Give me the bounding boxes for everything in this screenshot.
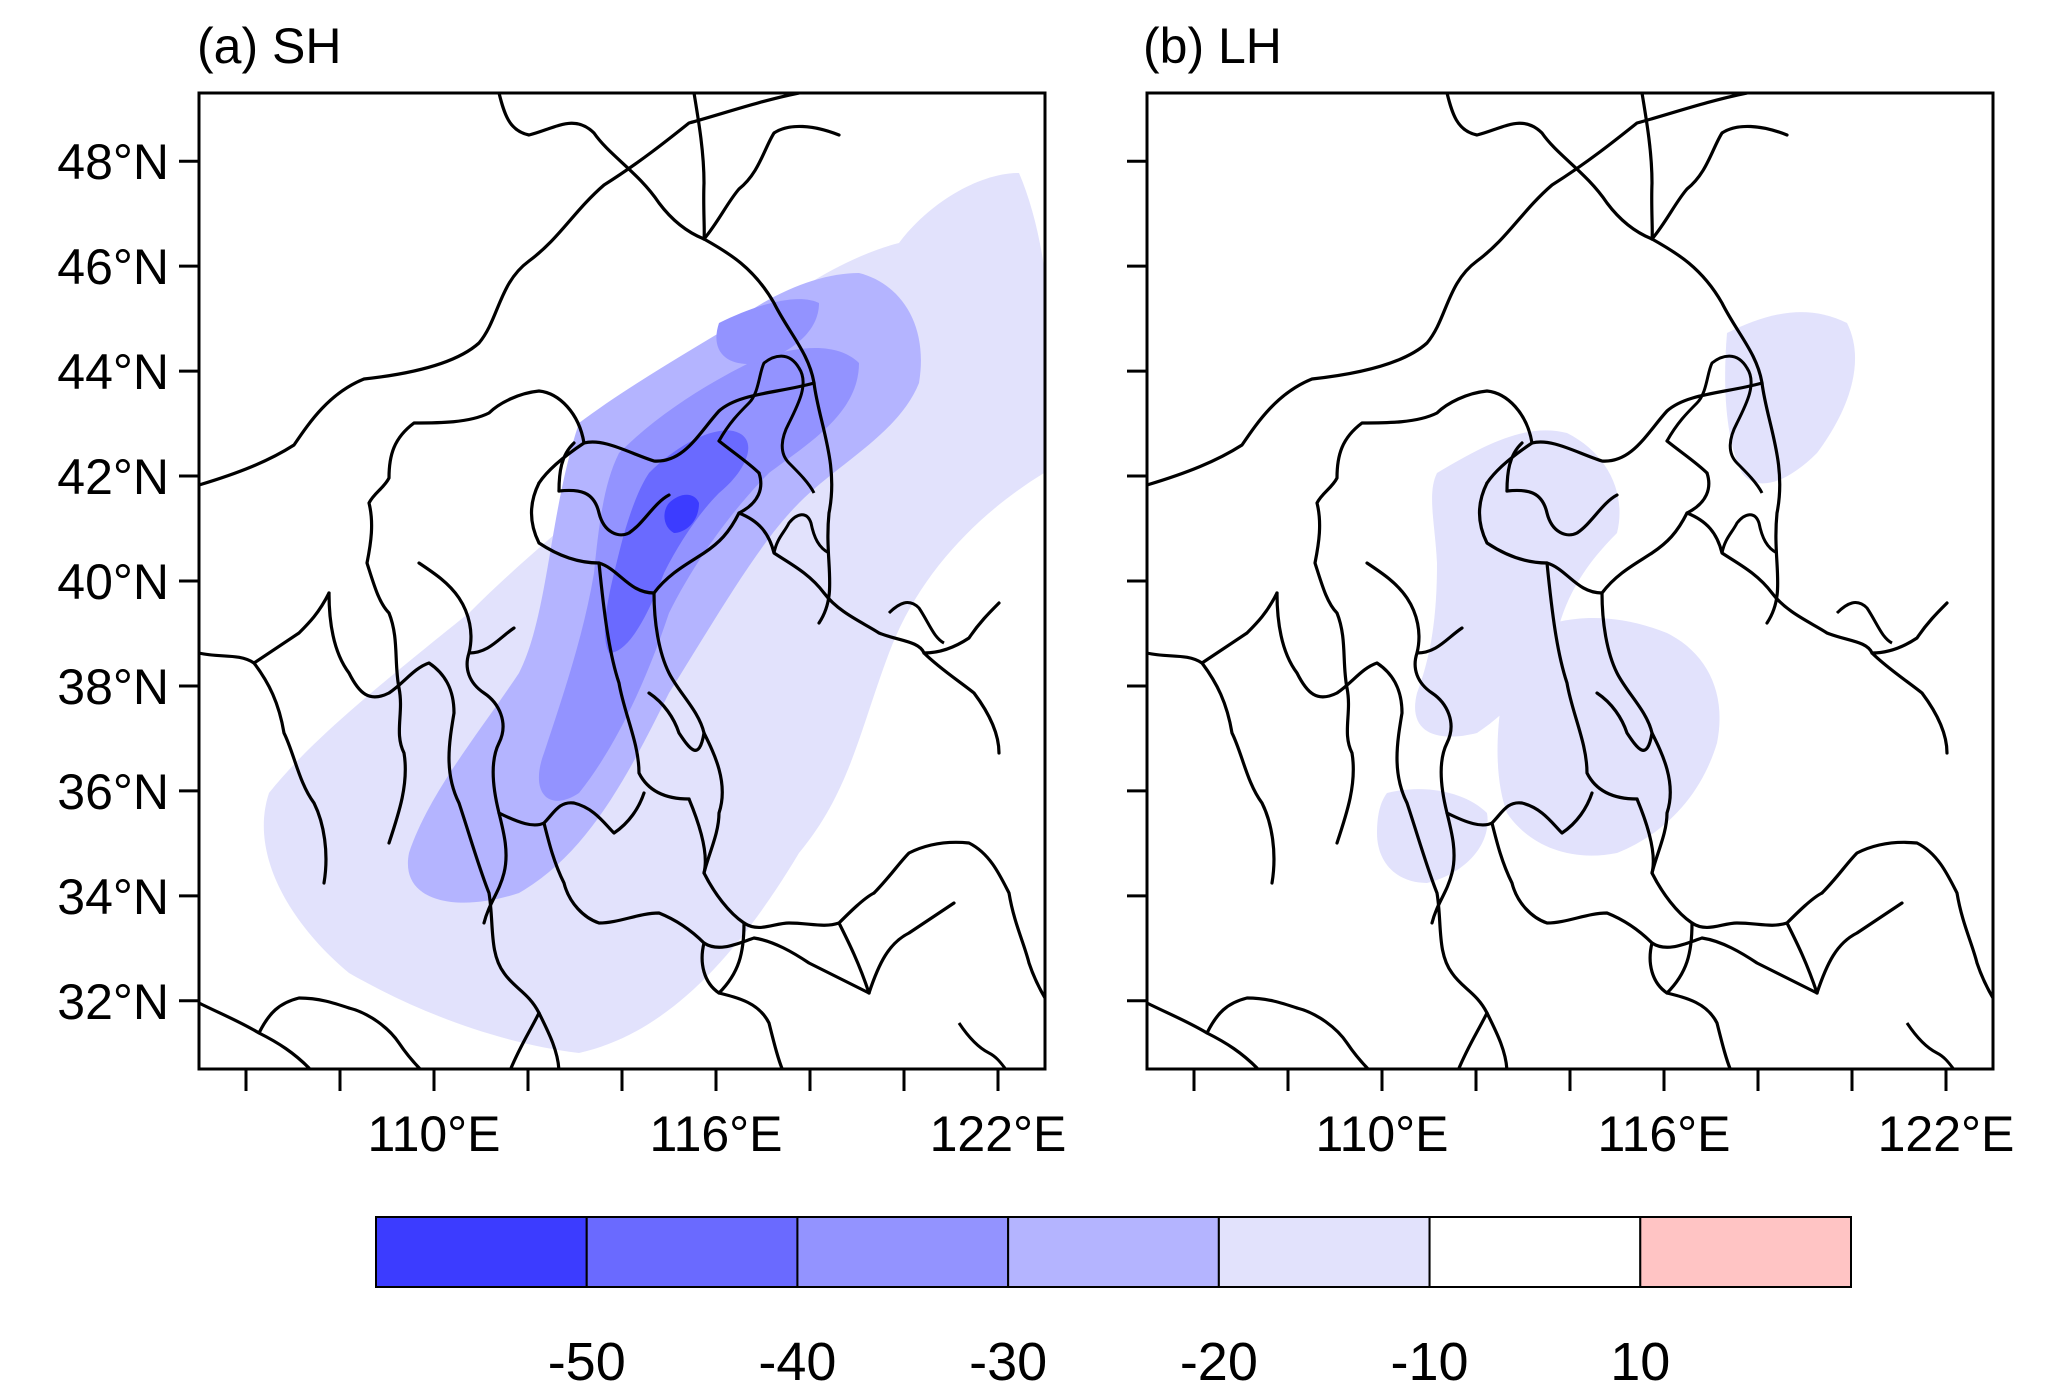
colorbar-box bbox=[585, 1216, 799, 1288]
panel-b-map-area bbox=[1147, 93, 1993, 1069]
colorbar-box bbox=[1428, 1216, 1642, 1288]
lat-tick-label: 32°N bbox=[57, 974, 169, 1030]
colorbar-label: -30 bbox=[969, 1332, 1047, 1392]
panel-a-map-area bbox=[199, 93, 1045, 1069]
panel-a-longitude-axis: 110°E 116°E 122°E bbox=[244, 1069, 1067, 1162]
lat-tick-label: 42°N bbox=[57, 449, 169, 505]
lat-tick-label: 38°N bbox=[57, 659, 169, 715]
panel-sh: (a) SH 48°N 46°N 44°N 42°N 40°N 38°N 36°N 34°N 3… bbox=[57, 18, 1067, 1162]
colorbar-label: -50 bbox=[548, 1332, 626, 1392]
panel-b-latitude-axis bbox=[1127, 159, 1147, 1003]
colorbar-label: 10 bbox=[1610, 1332, 1670, 1392]
colorbar-box bbox=[1007, 1216, 1220, 1288]
colorbar-box bbox=[1217, 1216, 1431, 1288]
panel-b-title: (b) LH bbox=[1143, 18, 1282, 74]
panel-lh: (b) LH 110°E 116°E 122°E bbox=[1127, 18, 2015, 1162]
panel-a-latitude-axis: 48°N 46°N 44°N 42°N 40°N 38°N 36°N 34°N 32°N bbox=[57, 134, 199, 1030]
lat-tick-label: 36°N bbox=[57, 764, 169, 820]
lat-tick-label: 34°N bbox=[57, 869, 169, 925]
lat-tick-label: 48°N bbox=[57, 134, 169, 190]
colorbar-box bbox=[1639, 1216, 1853, 1288]
colorbar-boxes bbox=[375, 1216, 1853, 1288]
colorbar-label: -40 bbox=[758, 1332, 836, 1392]
panel-b-longitude-axis: 110°E 116°E 122°E bbox=[1192, 1069, 2015, 1162]
lat-tick-label: 40°N bbox=[57, 554, 169, 610]
colorbar-label: -10 bbox=[1391, 1332, 1469, 1392]
lon-tick-label: 110°E bbox=[367, 1106, 500, 1162]
colorbar-label: -20 bbox=[1180, 1332, 1258, 1392]
lon-tick-label: 122°E bbox=[930, 1106, 1067, 1162]
lh-field-shading bbox=[1377, 312, 1856, 883]
lon-tick-label: 122°E bbox=[1878, 1106, 2015, 1162]
lon-tick-label: 116°E bbox=[1597, 1106, 1730, 1162]
colorbar: -50 -40 -30 -20 -10 10 bbox=[375, 1216, 1853, 1392]
lon-tick-label: 110°E bbox=[1315, 1106, 1448, 1162]
panel-a-title: (a) SH bbox=[197, 18, 341, 74]
colorbar-box bbox=[796, 1216, 1010, 1288]
lat-tick-label: 44°N bbox=[57, 344, 169, 400]
lon-tick-label: 116°E bbox=[649, 1106, 782, 1162]
colorbar-labels: -50 -40 -30 -20 -10 10 bbox=[548, 1332, 1671, 1392]
lat-tick-label: 46°N bbox=[57, 239, 169, 295]
colorbar-box bbox=[375, 1216, 588, 1288]
